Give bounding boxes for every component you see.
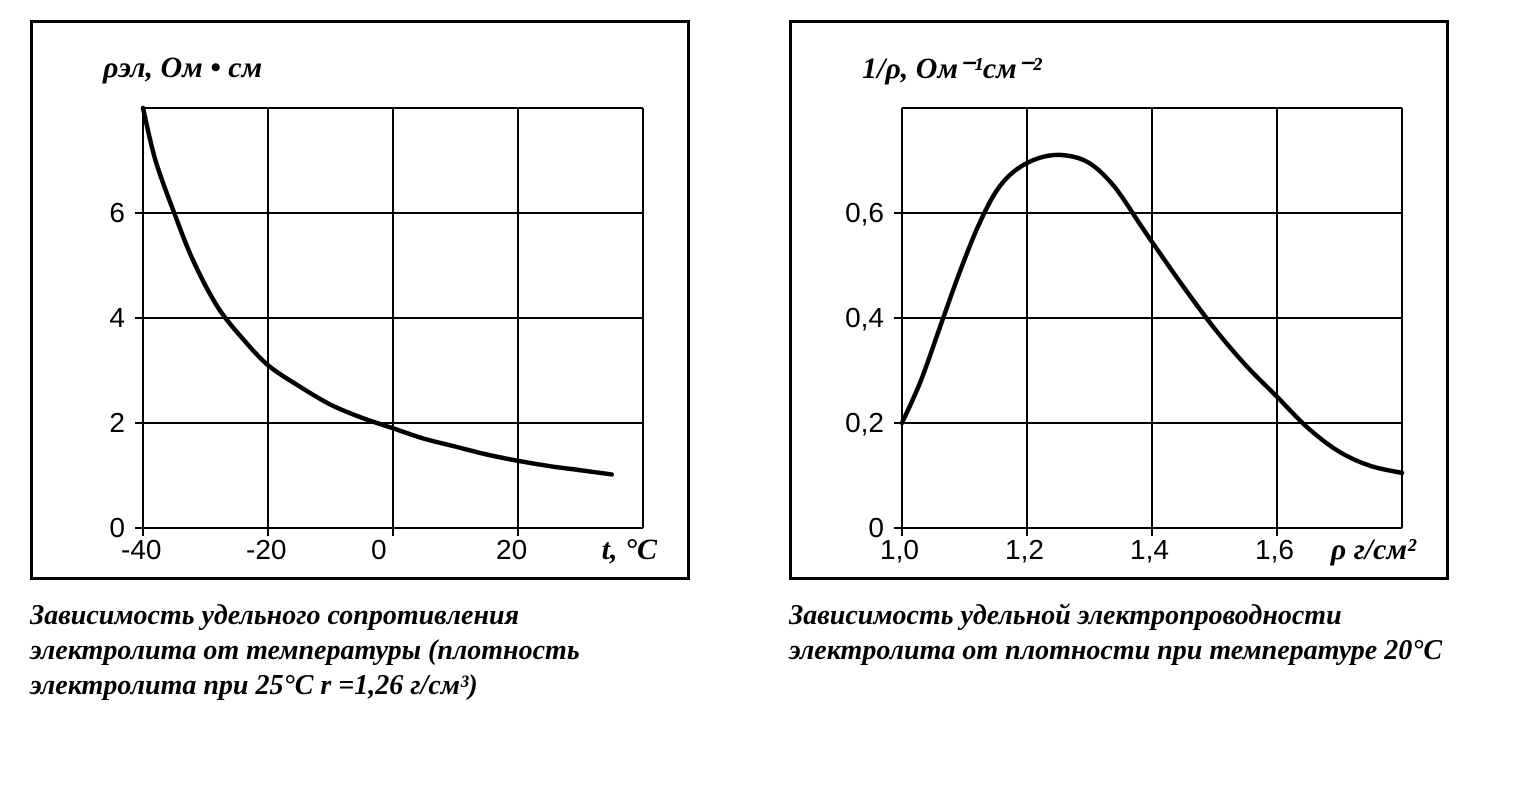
left-x-axis-title: t, °C bbox=[602, 533, 657, 567]
left-panel: ρэл, Ом • см t, °C -40 -20 0 20 0 2 4 6 Зависим… bbox=[30, 20, 729, 783]
left-plot-area bbox=[143, 108, 643, 528]
x-tick-label: -40 bbox=[121, 534, 161, 566]
x-tick-label: 1,6 bbox=[1255, 534, 1294, 566]
left-chart-frame: ρэл, Ом • см t, °C -40 -20 0 20 0 2 4 6 bbox=[30, 20, 690, 580]
x-tick-label: 1,4 bbox=[1130, 534, 1169, 566]
x-tick-label: -20 bbox=[246, 534, 286, 566]
left-y-axis-title: ρэл, Ом • см bbox=[103, 51, 262, 85]
y-tick-label: 0 bbox=[109, 512, 125, 544]
x-tick-label: 1,2 bbox=[1005, 534, 1044, 566]
x-tick-label: 0 bbox=[371, 534, 387, 566]
right-x-axis-title: ρ г/см² bbox=[1331, 533, 1416, 567]
left-caption: Зависимость удельного сопротивления элек… bbox=[30, 598, 690, 703]
right-chart-svg bbox=[902, 108, 1402, 528]
y-tick-label: 0,4 bbox=[845, 302, 884, 334]
y-tick-label: 2 bbox=[109, 407, 125, 439]
y-tick-label: 0,2 bbox=[845, 407, 884, 439]
y-tick-label: 0,6 bbox=[845, 197, 884, 229]
y-tick-label: 0 bbox=[868, 512, 884, 544]
x-tick-label: 1,0 bbox=[880, 534, 919, 566]
page: ρэл, Ом • см t, °C -40 -20 0 20 0 2 4 6 Зависим… bbox=[0, 0, 1518, 803]
x-tick-label: 20 bbox=[496, 534, 527, 566]
left-chart-svg bbox=[143, 108, 643, 528]
right-plot-area bbox=[902, 108, 1402, 528]
y-tick-label: 4 bbox=[109, 302, 125, 334]
right-panel: 1/ρ, Ом⁻¹см⁻² ρ г/см² 1,0 1,2 1,4 1,6 0 0,2 0,… bbox=[789, 20, 1488, 783]
right-y-axis-title: 1/ρ, Ом⁻¹см⁻² bbox=[862, 51, 1042, 86]
y-tick-label: 6 bbox=[109, 197, 125, 229]
right-caption: Зависимость удельной электропроводности … bbox=[789, 598, 1449, 668]
right-chart-frame: 1/ρ, Ом⁻¹см⁻² ρ г/см² 1,0 1,2 1,4 1,6 0 0,2 0,… bbox=[789, 20, 1449, 580]
